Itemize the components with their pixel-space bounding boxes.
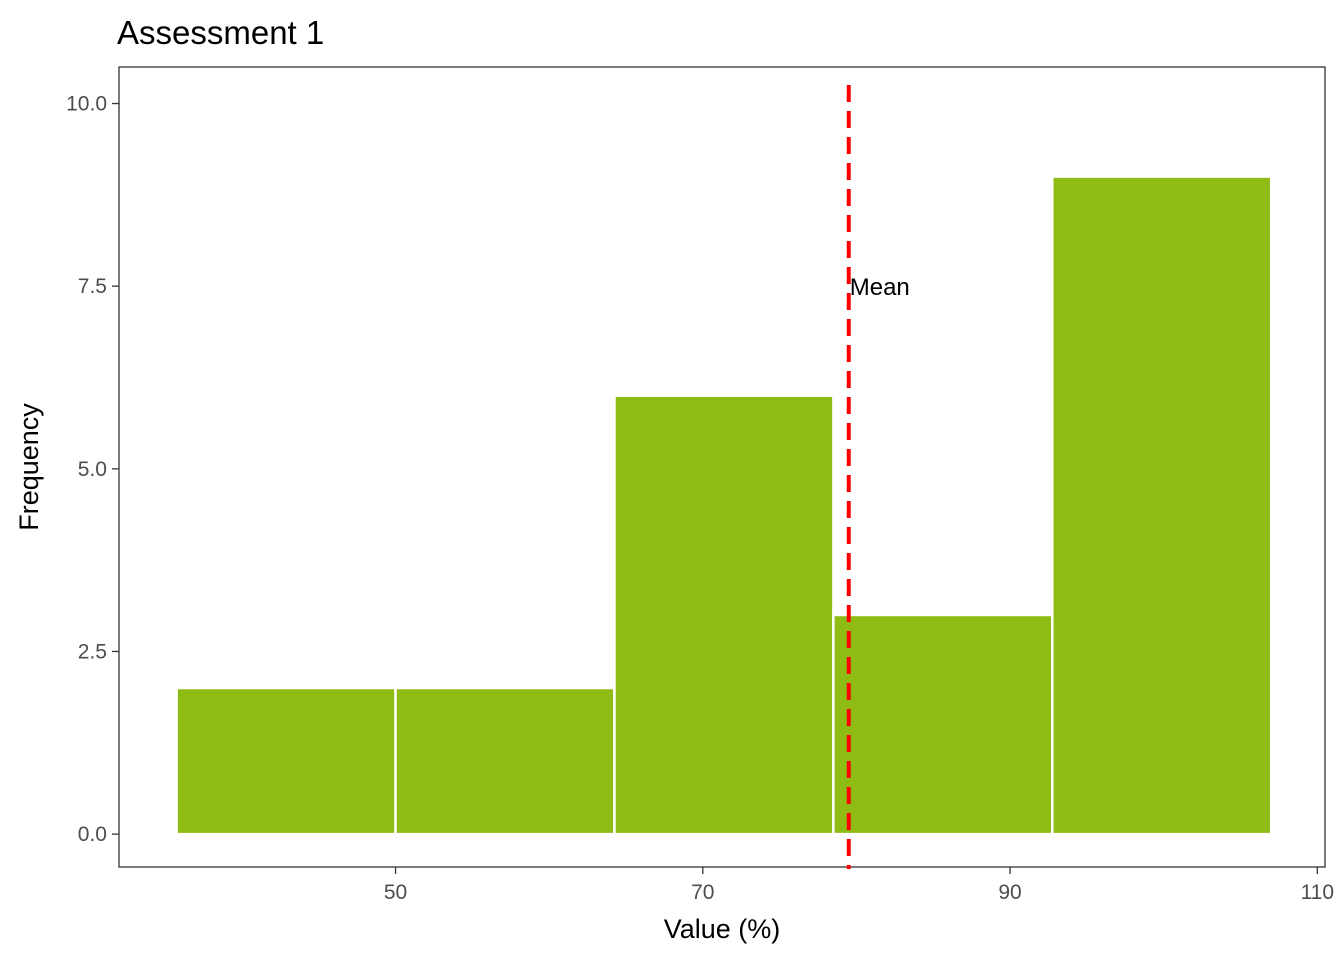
- mean-group: Mean: [846, 85, 910, 869]
- x-axis: 50 70 90 110: [384, 867, 1334, 904]
- histogram-bar-5: [1051, 175, 1273, 836]
- histogram-bar-2: [394, 686, 616, 836]
- histogram-bar-4: [832, 613, 1054, 836]
- histogram-bar-1: [175, 686, 397, 836]
- y-tick-label: 2.5: [78, 640, 107, 663]
- y-tick-label: 10.0: [66, 93, 107, 116]
- bars-group: [175, 175, 1273, 836]
- y-axis-label: Frequency: [14, 403, 44, 531]
- y-axis: 0.0 2.5 5.0 7.5 10.0: [66, 93, 119, 846]
- mean-label: Mean: [850, 274, 910, 301]
- x-tick-label: 90: [998, 881, 1021, 904]
- y-tick-label: 5.0: [78, 458, 107, 481]
- y-tick-label: 0.0: [78, 823, 107, 846]
- histogram-bar-3: [613, 394, 835, 836]
- y-tick-label: 7.5: [78, 275, 107, 298]
- x-tick-label: 110: [1301, 881, 1334, 904]
- chart-title: Assessment 1: [117, 14, 324, 51]
- x-tick-label: 50: [384, 881, 407, 904]
- x-axis-label: Value (%): [664, 914, 781, 944]
- x-tick-label: 70: [691, 881, 714, 904]
